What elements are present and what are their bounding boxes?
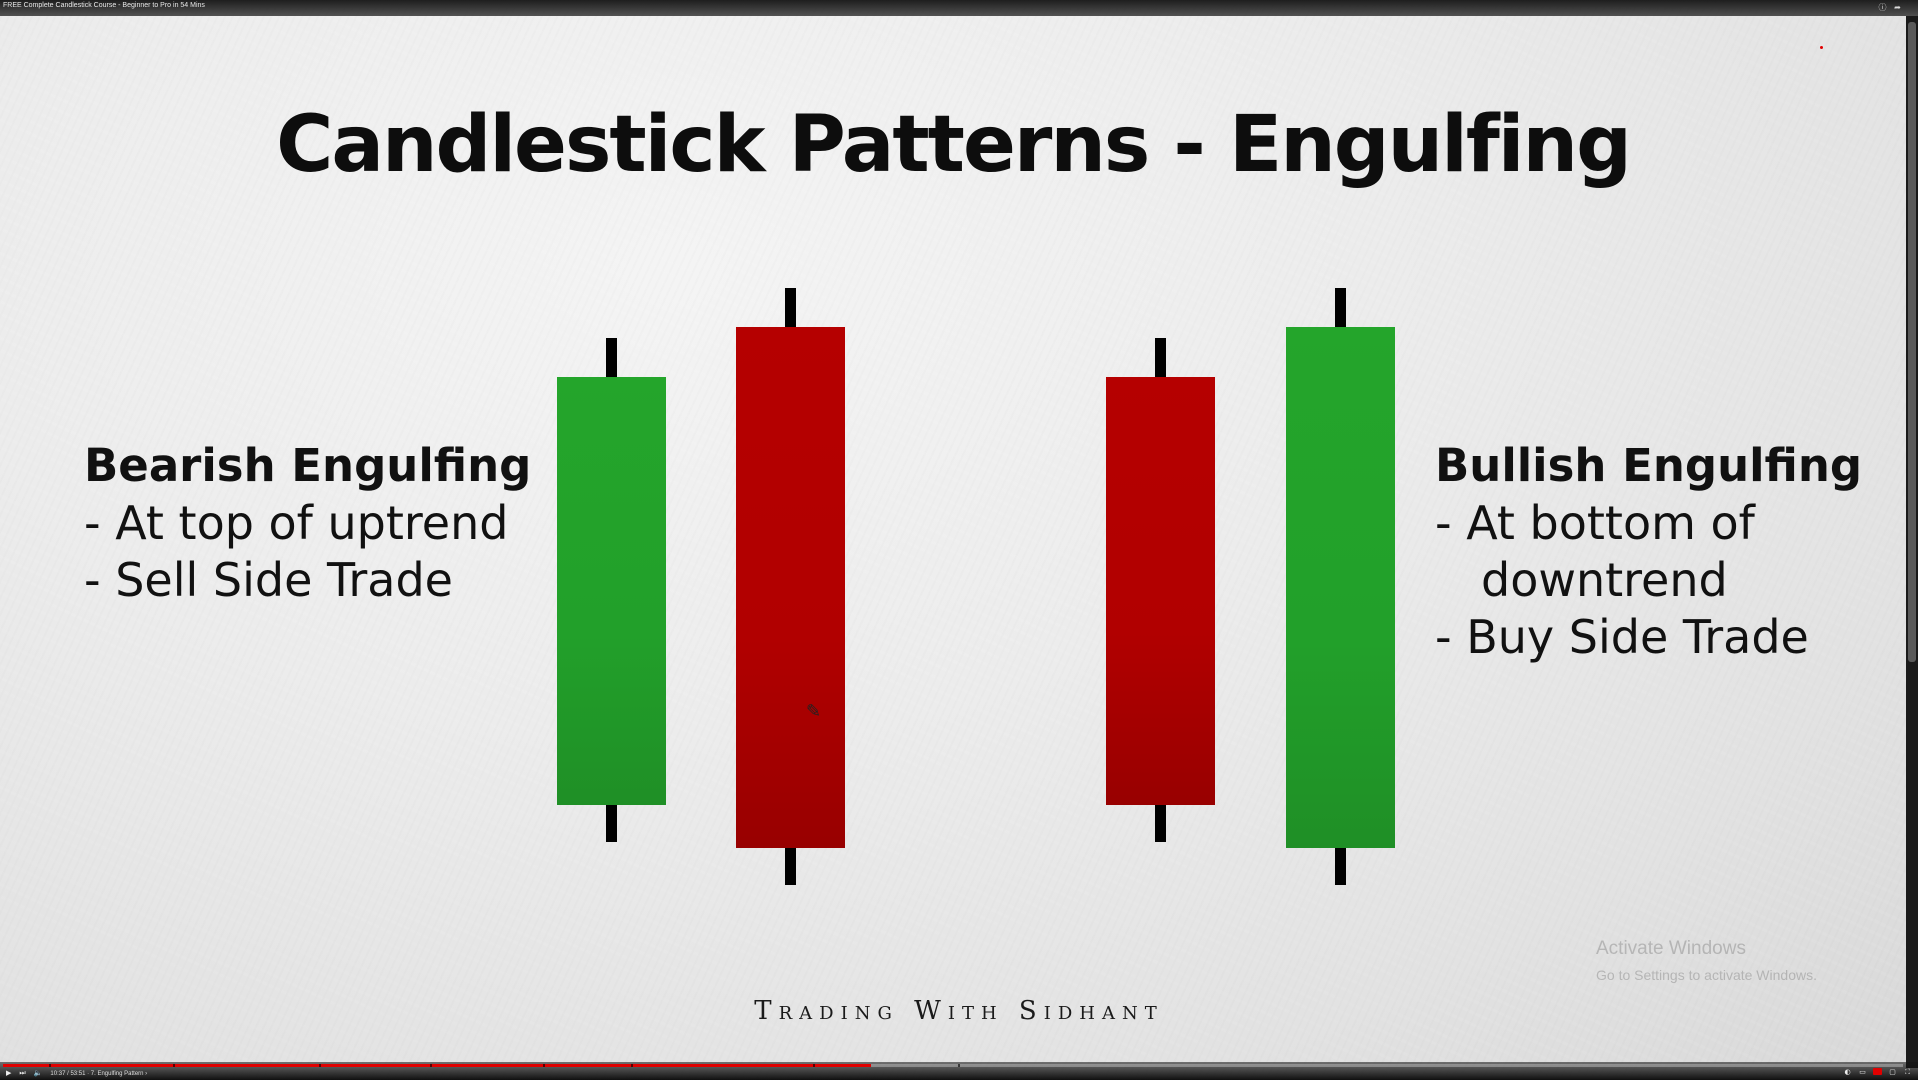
bullish-point-trade: - Buy Side Trade [1435,610,1809,664]
progress-fill [3,1064,872,1067]
bullish-point-location: - At bottom of [1435,496,1755,550]
bullish-pattern-green-candle [1286,288,1395,885]
watermark-subtitle: Go to Settings to activate Windows. [1596,967,1817,983]
bullish-engulfing-text: Bullish Engulfing - At bottom of downtre… [1435,437,1862,666]
subtitles-icon[interactable]: ▭ [1859,1068,1866,1076]
chapter-marker [958,1064,960,1067]
next-icon[interactable]: ⏭ [19,1070,26,1077]
volume-icon[interactable]: 🔈 [33,1070,43,1077]
recording-dot-icon [1820,46,1823,49]
bullish-heading: Bullish Engulfing [1435,439,1863,492]
chapter-marker [49,1064,51,1067]
info-icon[interactable]: ⓘ [1878,3,1887,12]
progress-bar[interactable] [3,1064,1903,1067]
share-icon[interactable]: ➦ [1894,3,1901,12]
settings-badge-icon[interactable] [1873,1068,1882,1075]
time-display[interactable]: 10:37 / 53:51 · 7. Engulfing Pattern › [50,1070,148,1077]
autoplay-toggle-icon[interactable]: ◐ [1844,1068,1851,1076]
pen-cursor-icon: ✎ [806,701,822,722]
chapter-marker [430,1064,432,1067]
candle-body [557,377,666,805]
miniplayer-icon[interactable]: ▢ [1889,1068,1896,1076]
scrollbar-thumb[interactable] [1908,22,1916,662]
title-bar: FREE Complete Candlestick Course - Begin… [0,0,1918,16]
candle-body [1106,377,1215,805]
bullish-point-location-cont: downtrend [1481,553,1728,607]
video-title[interactable]: FREE Complete Candlestick Course - Begin… [3,2,205,9]
chapter-marker [319,1064,321,1067]
wick [1155,804,1166,842]
bearish-engulfing-text: Bearish Engulfing - At top of uptrend - … [84,437,531,609]
bullish-pattern-red-candle [1106,338,1215,842]
brand-footer: Trading With Sidhant [754,996,1164,1026]
activate-windows-watermark: Activate Windows Go to Settings to activ… [1596,937,1817,985]
chapter-marker [631,1064,633,1067]
wick [1155,338,1166,378]
watermark-title: Activate Windows [1596,938,1746,959]
candle-body [736,327,845,848]
chapter-marker [173,1064,175,1067]
fullscreen-icon[interactable]: ⛶ [1905,1068,1910,1076]
bearish-pattern-green-candle [557,338,666,842]
candle-body [1286,327,1395,848]
slide-title: Candlestick Patterns - Engulfing [276,100,1632,190]
chapter-marker [543,1064,545,1067]
wick [785,847,796,885]
wick [606,804,617,842]
bearish-point-trade: - Sell Side Trade [84,553,453,607]
wick [606,338,617,378]
wick [1335,847,1346,885]
wick [785,288,796,328]
play-icon[interactable]: ▶ [6,1070,12,1077]
chapter-marker [813,1064,815,1067]
player-controls: ▶ ⏭ 🔈 10:37 / 53:51 · 7. Engulfing Patte… [0,1062,1918,1080]
bearish-heading: Bearish Engulfing [84,439,532,492]
bearish-pattern-red-candle [736,288,845,885]
scrollbar[interactable] [1906,16,1918,1068]
wick [1335,288,1346,328]
bearish-point-location: - At top of uptrend [84,496,509,550]
